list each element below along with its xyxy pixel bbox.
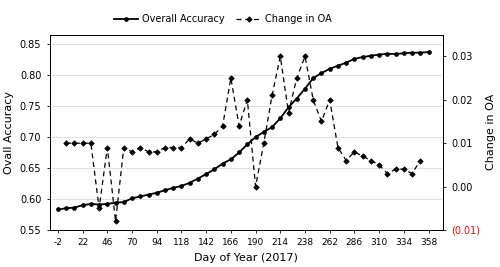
Change in OA (162, 146, 168, 149)
Change in OA (269, 94, 275, 97)
Overall Accuracy (269, 125, 275, 129)
Change in OA (170, 146, 176, 149)
Overall Accuracy (343, 61, 349, 64)
Change in OA (401, 168, 407, 171)
Change in OA (154, 150, 160, 154)
Change in OA (392, 168, 398, 171)
Overall Accuracy (244, 143, 250, 146)
Overall Accuracy (335, 64, 341, 67)
Change in OA (112, 220, 118, 223)
Overall Accuracy (178, 184, 184, 187)
Overall Accuracy (360, 56, 366, 59)
Change in OA (121, 146, 127, 149)
Change in OA (368, 159, 374, 162)
Overall Accuracy (368, 54, 374, 57)
Change in OA (129, 150, 135, 154)
Overall Accuracy (352, 57, 358, 61)
Overall Accuracy (212, 168, 218, 171)
Change in OA (261, 142, 267, 145)
Overall Accuracy (55, 208, 61, 211)
Change in OA (294, 76, 300, 80)
Overall Accuracy (384, 52, 390, 56)
Overall Accuracy (195, 177, 201, 180)
Change in OA (376, 163, 382, 166)
Overall Accuracy (278, 117, 283, 120)
Overall Accuracy (252, 135, 258, 139)
Overall Accuracy (80, 203, 86, 207)
Change in OA (195, 142, 201, 145)
Overall Accuracy (96, 203, 102, 206)
Line: Overall Accuracy: Overall Accuracy (56, 50, 430, 211)
Change in OA (318, 120, 324, 123)
Overall Accuracy (326, 67, 332, 70)
Change in OA (310, 98, 316, 101)
Change in OA (302, 55, 308, 58)
Change in OA (384, 172, 390, 175)
Change in OA (203, 137, 209, 140)
Overall Accuracy (203, 172, 209, 176)
X-axis label: Day of Year (2017): Day of Year (2017) (194, 253, 298, 263)
Overall Accuracy (228, 158, 234, 161)
Change in OA (178, 146, 184, 149)
Overall Accuracy (162, 189, 168, 192)
Change in OA (80, 142, 86, 145)
Change in OA (236, 124, 242, 127)
Change in OA (360, 155, 366, 158)
Overall Accuracy (401, 52, 407, 55)
Overall Accuracy (154, 191, 160, 194)
Legend: Overall Accuracy, Change in OA: Overall Accuracy, Change in OA (110, 10, 336, 28)
Overall Accuracy (112, 201, 118, 204)
Overall Accuracy (186, 181, 192, 184)
Overall Accuracy (302, 87, 308, 90)
Overall Accuracy (409, 51, 415, 54)
Overall Accuracy (286, 106, 292, 109)
Change in OA (418, 159, 424, 162)
Change in OA (186, 137, 192, 140)
Change in OA (278, 55, 283, 58)
Overall Accuracy (63, 207, 69, 210)
Change in OA (72, 142, 78, 145)
Change in OA (343, 159, 349, 162)
Overall Accuracy (392, 52, 398, 56)
Y-axis label: Ovall Accuracy: Ovall Accuracy (4, 91, 14, 174)
Change in OA (409, 172, 415, 175)
Overall Accuracy (376, 53, 382, 56)
Overall Accuracy (138, 195, 143, 198)
Overall Accuracy (418, 51, 424, 54)
Change in OA (252, 185, 258, 188)
Overall Accuracy (318, 72, 324, 75)
Overall Accuracy (261, 130, 267, 134)
Overall Accuracy (310, 76, 316, 80)
Change in OA (220, 124, 226, 127)
Overall Accuracy (170, 186, 176, 189)
Overall Accuracy (294, 97, 300, 100)
Change in OA (212, 133, 218, 136)
Change in OA (326, 98, 332, 101)
Change in OA (335, 146, 341, 149)
Overall Accuracy (88, 202, 94, 206)
Change in OA (96, 207, 102, 210)
Overall Accuracy (72, 206, 78, 209)
Overall Accuracy (220, 162, 226, 165)
Line: Change in OA: Change in OA (64, 54, 422, 223)
Overall Accuracy (129, 197, 135, 200)
Overall Accuracy (104, 202, 110, 206)
Change in OA (88, 142, 94, 145)
Change in OA (146, 150, 152, 154)
Change in OA (138, 146, 143, 149)
Overall Accuracy (236, 151, 242, 154)
Change in OA (104, 146, 110, 149)
Change in OA (63, 142, 69, 145)
Overall Accuracy (146, 193, 152, 196)
Change in OA (352, 150, 358, 154)
Change in OA (228, 76, 234, 80)
Overall Accuracy (121, 201, 127, 204)
Change in OA (244, 98, 250, 101)
Y-axis label: Change in OA: Change in OA (486, 94, 496, 170)
Change in OA (286, 111, 292, 114)
Overall Accuracy (426, 50, 432, 54)
